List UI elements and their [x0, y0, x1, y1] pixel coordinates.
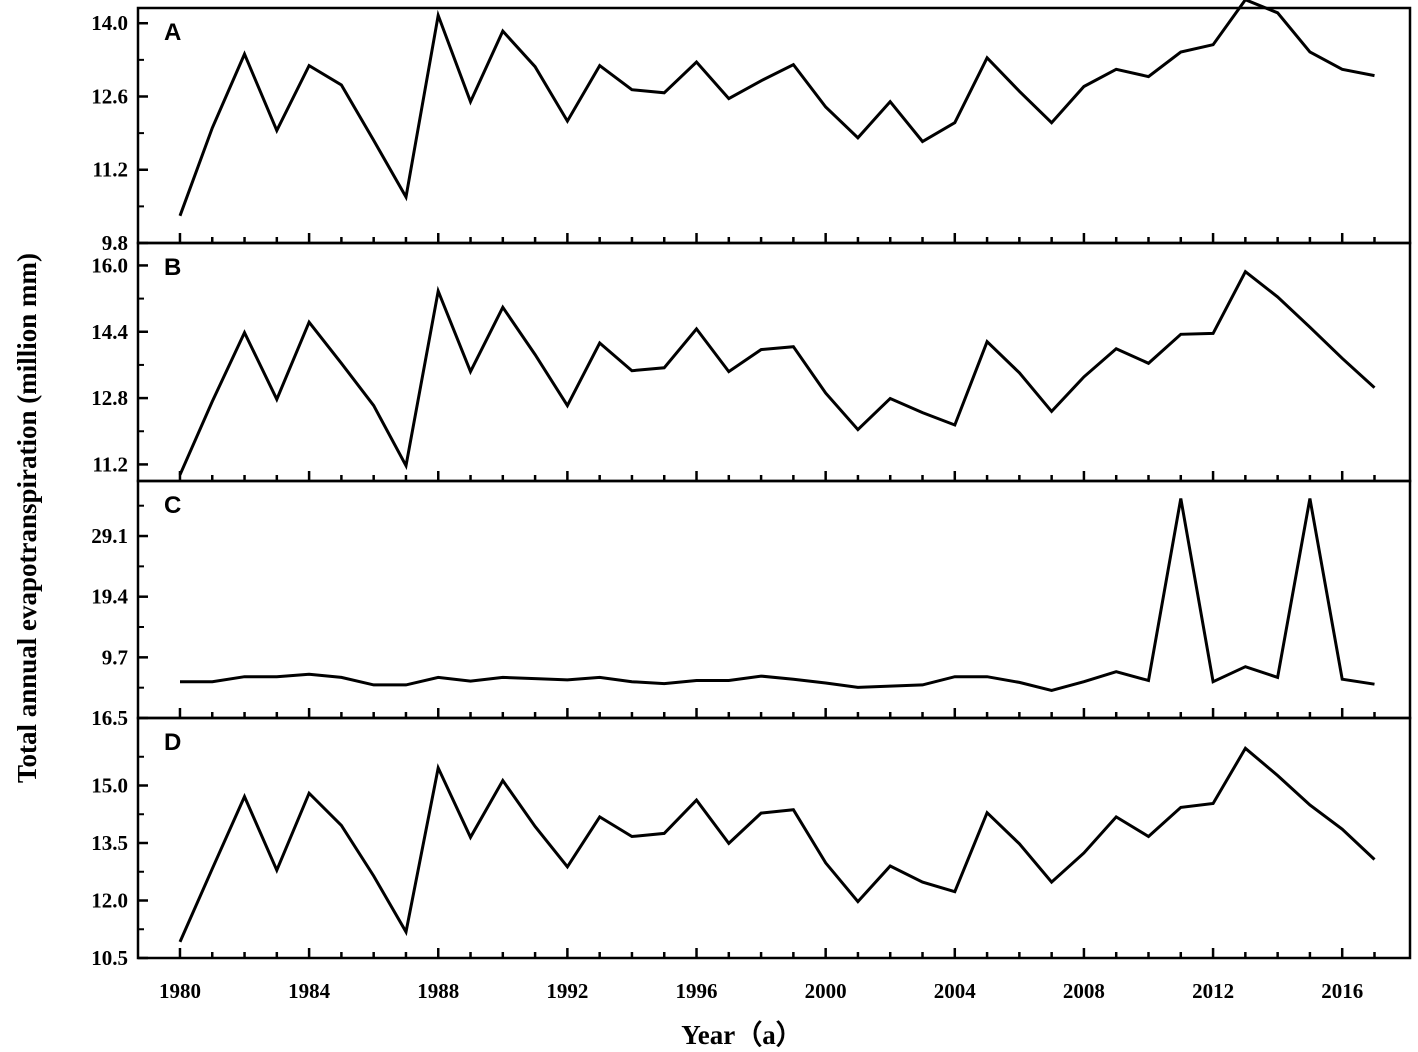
- y-tick-label: 16.0: [91, 253, 128, 277]
- panel-frame: [136, 479, 1412, 720]
- chart-panels: 9.8 11.2 12.6 14.0 A 11.2 12.8 14.4 16.0 B 16.5 9.7…: [91, 0, 1412, 970]
- y-tick-label: 9.8: [102, 231, 128, 255]
- y-tick-label: 9.7: [102, 645, 128, 669]
- x-tick-label: 1980: [159, 979, 201, 1003]
- x-tick-label: 1984: [288, 979, 331, 1003]
- panel-frame: [136, 241, 1412, 483]
- panel-frame: [136, 6, 1412, 245]
- x-tick-label: 2016: [1321, 979, 1363, 1003]
- y-tick-label: 14.4: [91, 320, 128, 344]
- y-tick-label: 16.5: [91, 706, 128, 730]
- y-tick-label: 12.6: [91, 84, 128, 108]
- x-tick-label: 2000: [805, 979, 847, 1003]
- x-axis: 1980 1984 1988 1992 1996 2000 2004 2008 2012 2016: [159, 979, 1363, 1003]
- y-tick-label: 11.2: [92, 158, 128, 182]
- y-tick-label: 15.0: [91, 774, 128, 798]
- panel-label: A: [164, 19, 181, 46]
- panel-d: 10.5 12.0 13.5 15.0 D: [91, 716, 1412, 970]
- y-tick-label: 12.0: [91, 889, 128, 913]
- x-tick-label: 1996: [676, 979, 718, 1003]
- panel-a: 9.8 11.2 12.6 14.0 A: [91, 0, 1412, 255]
- x-tick-label: 2004: [934, 979, 977, 1003]
- y-tick-label: 13.5: [91, 831, 128, 855]
- x-tick-label: 1992: [546, 979, 588, 1003]
- panel-label: B: [164, 254, 181, 281]
- y-tick-label: 10.5: [91, 946, 128, 970]
- panel-b: 11.2 12.8 14.4 16.0 B: [91, 241, 1412, 483]
- y-axis-title: Total annual evapotranspiration (million…: [12, 253, 42, 783]
- series-line-d: [178, 746, 1376, 943]
- x-tick-label: 2008: [1063, 979, 1105, 1003]
- y-tick-label: 12.8: [91, 386, 128, 410]
- y-tick-label: 19.4: [91, 585, 128, 609]
- series-line-c: [180, 498, 1375, 693]
- y-tick-label: 29.1: [91, 524, 128, 548]
- y-tick-label: 11.2: [92, 452, 128, 476]
- series-line-a: [178, 0, 1375, 217]
- x-tick-label: 1988: [417, 979, 459, 1003]
- panel-label: D: [164, 729, 181, 756]
- series-line-b: [178, 269, 1376, 476]
- y-tick-label: 14.0: [91, 11, 128, 35]
- x-axis-title: Year（a）: [681, 1020, 802, 1050]
- panel-label: C: [164, 492, 181, 519]
- panel-c: 16.5 9.7 19.4 29.1 C: [91, 479, 1412, 730]
- x-tick-label: 2012: [1192, 979, 1234, 1003]
- panel-frame: [136, 716, 1412, 960]
